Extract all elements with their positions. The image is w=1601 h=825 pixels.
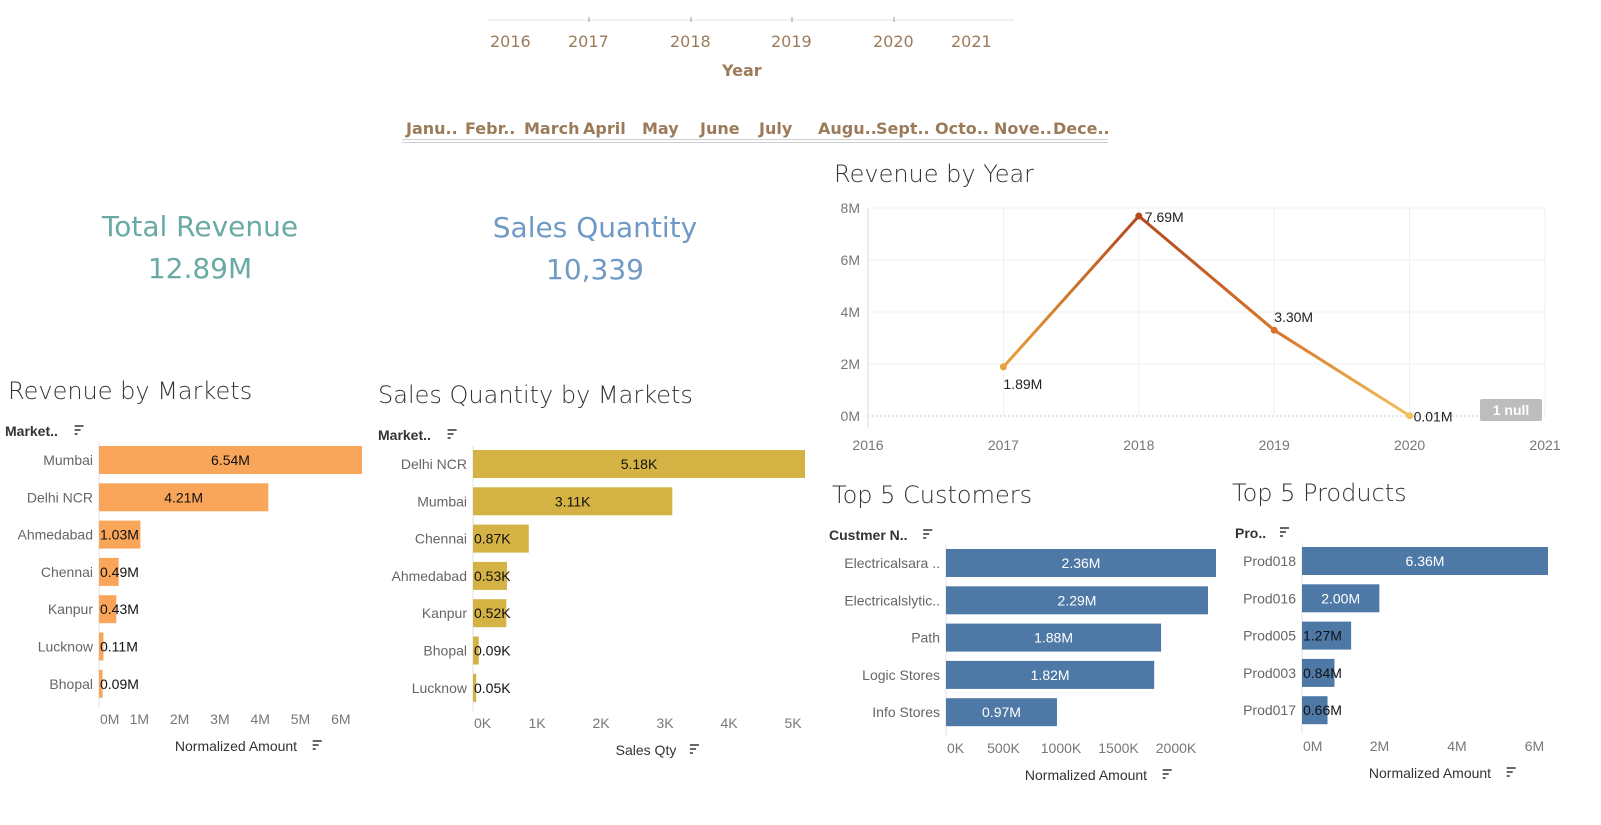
month-option-april[interactable]: April (583, 119, 626, 138)
year-option-2017[interactable]: 2017 (568, 32, 609, 51)
month-option-november[interactable]: Nove.. (994, 119, 1052, 138)
x-tick-label: 2016 (852, 437, 883, 453)
month-option-july[interactable]: July (759, 119, 793, 138)
revenue-point[interactable] (999, 363, 1007, 371)
year-option-2016[interactable]: 2016 (490, 32, 531, 51)
sales-quantity-label: Sales Quantity (492, 211, 698, 244)
year-option-2021[interactable]: 2021 (951, 32, 992, 51)
revenue-point-label: 1.89M (1003, 376, 1042, 392)
revenue-point[interactable] (1135, 212, 1143, 220)
month-option-december[interactable]: Dece.. (1053, 119, 1110, 138)
revenue-point-label: 0.01M (1414, 409, 1453, 425)
y-tick-label: 4M (841, 304, 860, 320)
month-filter-divider (402, 139, 1108, 143)
revenue-line-segment (1001, 214, 1141, 369)
month-option-august[interactable]: Augu.. (818, 119, 877, 138)
x-tick-label: 2018 (1123, 437, 1154, 453)
top-5-products-title: Top 5 Products (1232, 479, 1407, 507)
total-revenue-label: Total Revenue (101, 210, 299, 243)
revenue-point-label: 7.69M (1145, 209, 1184, 225)
y-tick-label: 8M (841, 200, 860, 216)
x-tick-label: 2019 (1259, 437, 1290, 453)
revenue-point[interactable] (1406, 412, 1414, 420)
revenue-line-segment (1137, 214, 1276, 332)
revenue-point-label: 3.30M (1274, 309, 1313, 325)
y-tick-label: 0M (841, 408, 860, 424)
x-tick-label: 2020 (1394, 437, 1425, 453)
sales-quantity-value: 10,339 (546, 253, 644, 286)
year-filter-label: Year (722, 61, 762, 80)
month-option-february[interactable]: Febr.. (465, 119, 516, 138)
revenue-point[interactable] (1270, 326, 1278, 334)
month-option-january[interactable]: Janu.. (406, 119, 458, 138)
null-badge[interactable]: 1 null (1480, 399, 1542, 421)
month-option-september[interactable]: Sept.. (876, 119, 930, 138)
year-option-2020[interactable]: 2020 (873, 32, 914, 51)
month-option-may[interactable]: May (642, 119, 679, 138)
x-tick-label: 2017 (988, 437, 1019, 453)
total-revenue-value: 12.89M (147, 252, 253, 285)
revenue-by-markets-title: Revenue by Markets (8, 377, 253, 405)
y-tick-label: 2M (841, 356, 860, 372)
revenue-line-segment (1272, 328, 1412, 418)
y-tick-label: 6M (841, 252, 860, 268)
top-5-customers-title: Top 5 Customers (832, 481, 1033, 509)
month-option-march[interactable]: March (524, 119, 580, 138)
month-option-june[interactable]: June (700, 119, 740, 138)
year-filter-axis (488, 17, 1014, 22)
revenue-by-year-title: Revenue by Year (834, 160, 1035, 188)
sales-qty-by-markets-title: Sales Quantity by Markets (378, 381, 693, 409)
year-option-2018[interactable]: 2018 (670, 32, 711, 51)
year-option-2019[interactable]: 2019 (771, 32, 812, 51)
month-option-october[interactable]: Octo.. (935, 119, 989, 138)
x-tick-label: 2021 (1529, 437, 1560, 453)
